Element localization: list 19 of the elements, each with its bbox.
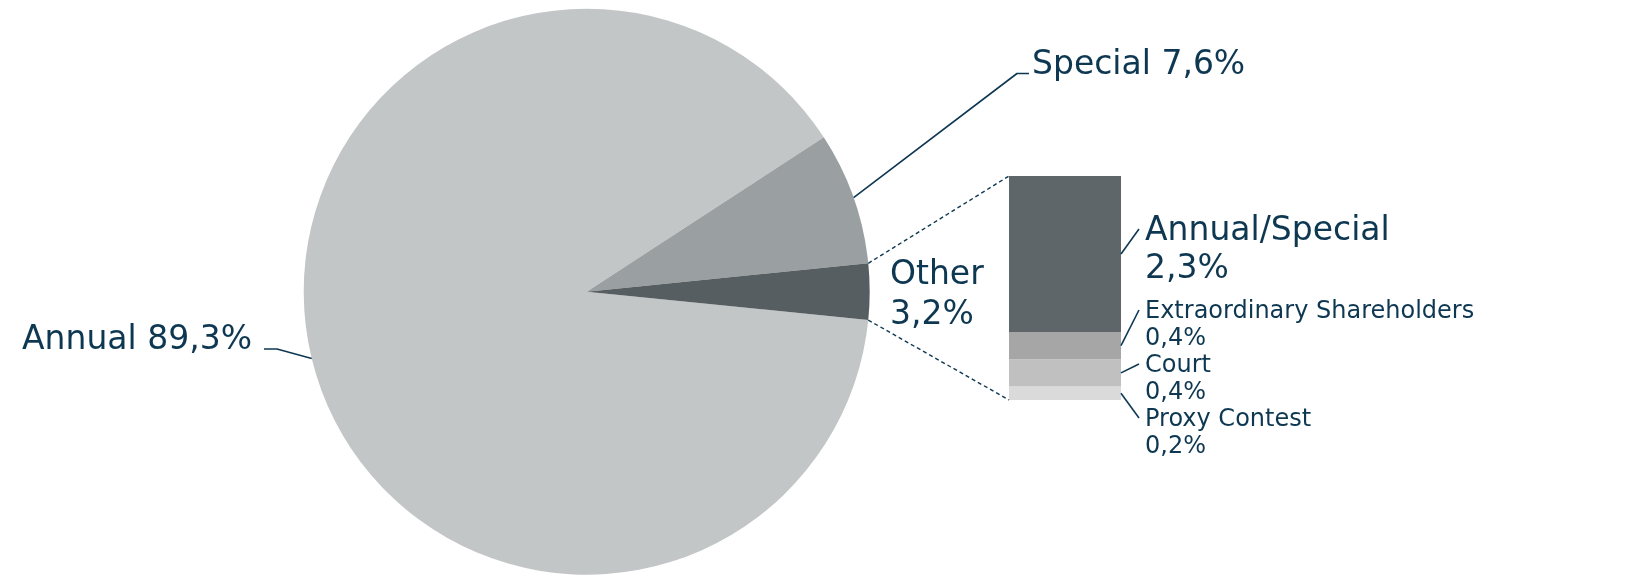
data-label: 2,3% [1145,247,1229,286]
bar [1009,176,1121,333]
pie-slice [303,8,869,575]
data-label: 0,4% [1145,323,1206,351]
data-label: 0,4% [1145,377,1206,405]
slice-label: Special 7,6% [1032,43,1246,82]
bar [1009,359,1121,387]
data-label: 0,2% [1145,431,1206,459]
slice-label: Annual 89,3% [22,318,253,357]
series-label: Proxy Contest [1145,404,1312,432]
pie-slice [586,137,869,292]
series-label: Extraordinary Shareholders [1145,296,1475,324]
bar [1009,332,1121,360]
data-label: 3,2% [890,292,974,332]
series-label: Annual/Special [1145,209,1390,248]
pie-slice [586,263,870,321]
series-label: Court [1145,350,1211,378]
slice-label: Other [890,253,985,292]
bar [1009,386,1121,400]
